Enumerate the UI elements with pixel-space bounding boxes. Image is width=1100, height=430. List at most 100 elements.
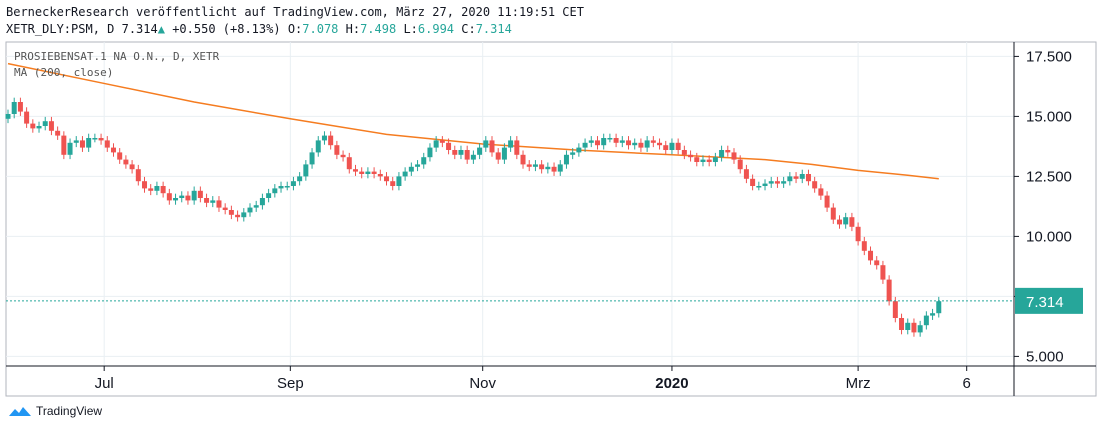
- candle-body: [433, 140, 439, 148]
- candle-body: [48, 121, 54, 131]
- candle-body: [781, 181, 787, 184]
- tradingview-brand: TradingView: [36, 404, 103, 418]
- candle-body: [725, 150, 731, 153]
- candle-body: [892, 301, 898, 318]
- candle-body: [415, 164, 421, 167]
- candle-body: [166, 193, 172, 201]
- candle-body: [79, 140, 85, 148]
- candle-body: [160, 186, 166, 194]
- candle-body: [570, 152, 576, 155]
- candle-body: [563, 154, 569, 165]
- candle-body: [334, 145, 340, 155]
- candle-body: [787, 176, 793, 182]
- candle-body: [706, 159, 712, 162]
- triangle-up-icon: ▲: [157, 22, 165, 36]
- candle-body: [303, 164, 309, 177]
- candle-body: [402, 171, 408, 177]
- candle-body: [266, 193, 272, 198]
- candle-body: [154, 186, 160, 191]
- candle-body: [191, 190, 197, 201]
- candle-body: [278, 186, 284, 189]
- candle-body: [241, 212, 247, 218]
- candle-body: [824, 195, 830, 208]
- candle-body: [675, 142, 681, 150]
- candle-body: [222, 207, 228, 210]
- candle-body: [439, 140, 445, 143]
- candle-body: [582, 142, 588, 148]
- candle-body: [253, 205, 259, 208]
- chart-title: PROSIEBENSAT.1 NA O.N., D, XETR: [14, 50, 220, 63]
- candle-body: [551, 166, 557, 172]
- candle-body: [421, 157, 427, 165]
- candle-body: [694, 157, 700, 162]
- candle-body: [849, 217, 855, 227]
- candle-body: [874, 260, 880, 266]
- current-price-box: [1015, 287, 1083, 314]
- price-chart[interactable]: 5.0007.50010.00012.50015.00017.500JulSep…: [0, 0, 1100, 400]
- y-tick-label: 17.500: [1026, 48, 1072, 65]
- candle-body: [427, 147, 433, 158]
- y-tick-label: 15.000: [1026, 108, 1072, 125]
- close-value: 7.314: [475, 22, 512, 36]
- candle-body: [30, 123, 36, 129]
- candle-body: [272, 188, 278, 194]
- candle-body: [650, 140, 656, 143]
- candle-body: [619, 140, 625, 143]
- candle-body: [681, 150, 687, 155]
- candle-body: [290, 181, 296, 186]
- candle-body: [396, 176, 402, 186]
- candle-body: [830, 207, 836, 220]
- y-tick-label: 5.000: [1026, 348, 1064, 365]
- candle-body: [768, 181, 774, 184]
- candle-body: [61, 135, 67, 155]
- candle-body: [117, 152, 123, 160]
- ma200-line: [7, 62, 939, 180]
- candle-body: [179, 195, 185, 198]
- x-tick-label: 2020: [655, 375, 688, 392]
- candle-body: [98, 138, 104, 141]
- candle-body: [297, 176, 303, 182]
- candle-body: [67, 142, 73, 155]
- candle-body: [632, 142, 638, 146]
- candle-body: [669, 142, 675, 150]
- candle-body: [843, 217, 849, 225]
- candle-body: [458, 150, 464, 155]
- candle-body: [638, 142, 644, 148]
- candle-body: [750, 178, 756, 186]
- current-price-label: 7.314: [1026, 294, 1064, 311]
- candle-body: [601, 138, 607, 146]
- tradingview-footer[interactable]: TradingView: [8, 404, 102, 418]
- candle-body: [73, 140, 79, 143]
- candle-body: [868, 250, 874, 261]
- low-label: L:: [403, 22, 418, 36]
- candle-body: [352, 169, 358, 172]
- close-label: C:: [461, 22, 476, 36]
- candle-body: [532, 164, 538, 167]
- candle-body: [799, 174, 805, 179]
- candle-body: [371, 171, 377, 174]
- candle-body: [328, 135, 334, 146]
- candle-body: [613, 138, 619, 143]
- candle-body: [576, 147, 582, 153]
- candle-body: [247, 207, 253, 213]
- candle-body: [607, 138, 613, 140]
- candle-body: [185, 195, 191, 201]
- candle-body: [377, 174, 383, 177]
- x-tick-label: Sep: [277, 375, 304, 392]
- candle-body: [793, 176, 799, 179]
- candle-body: [24, 111, 30, 124]
- symbol-label: XETR_DLY:PSM, D: [6, 22, 115, 36]
- candle-body: [663, 145, 669, 150]
- open-value: 7.078: [302, 22, 339, 36]
- candle-body: [346, 157, 352, 170]
- candle-body: [737, 159, 743, 170]
- candle-body: [762, 183, 768, 186]
- candle-body: [452, 150, 458, 155]
- candle-body: [55, 130, 61, 136]
- candle-body: [539, 164, 545, 170]
- candle-body: [36, 126, 42, 129]
- candle-body: [526, 164, 532, 167]
- candle-body: [880, 265, 886, 280]
- candle-body: [514, 140, 520, 155]
- candle-body: [104, 140, 110, 148]
